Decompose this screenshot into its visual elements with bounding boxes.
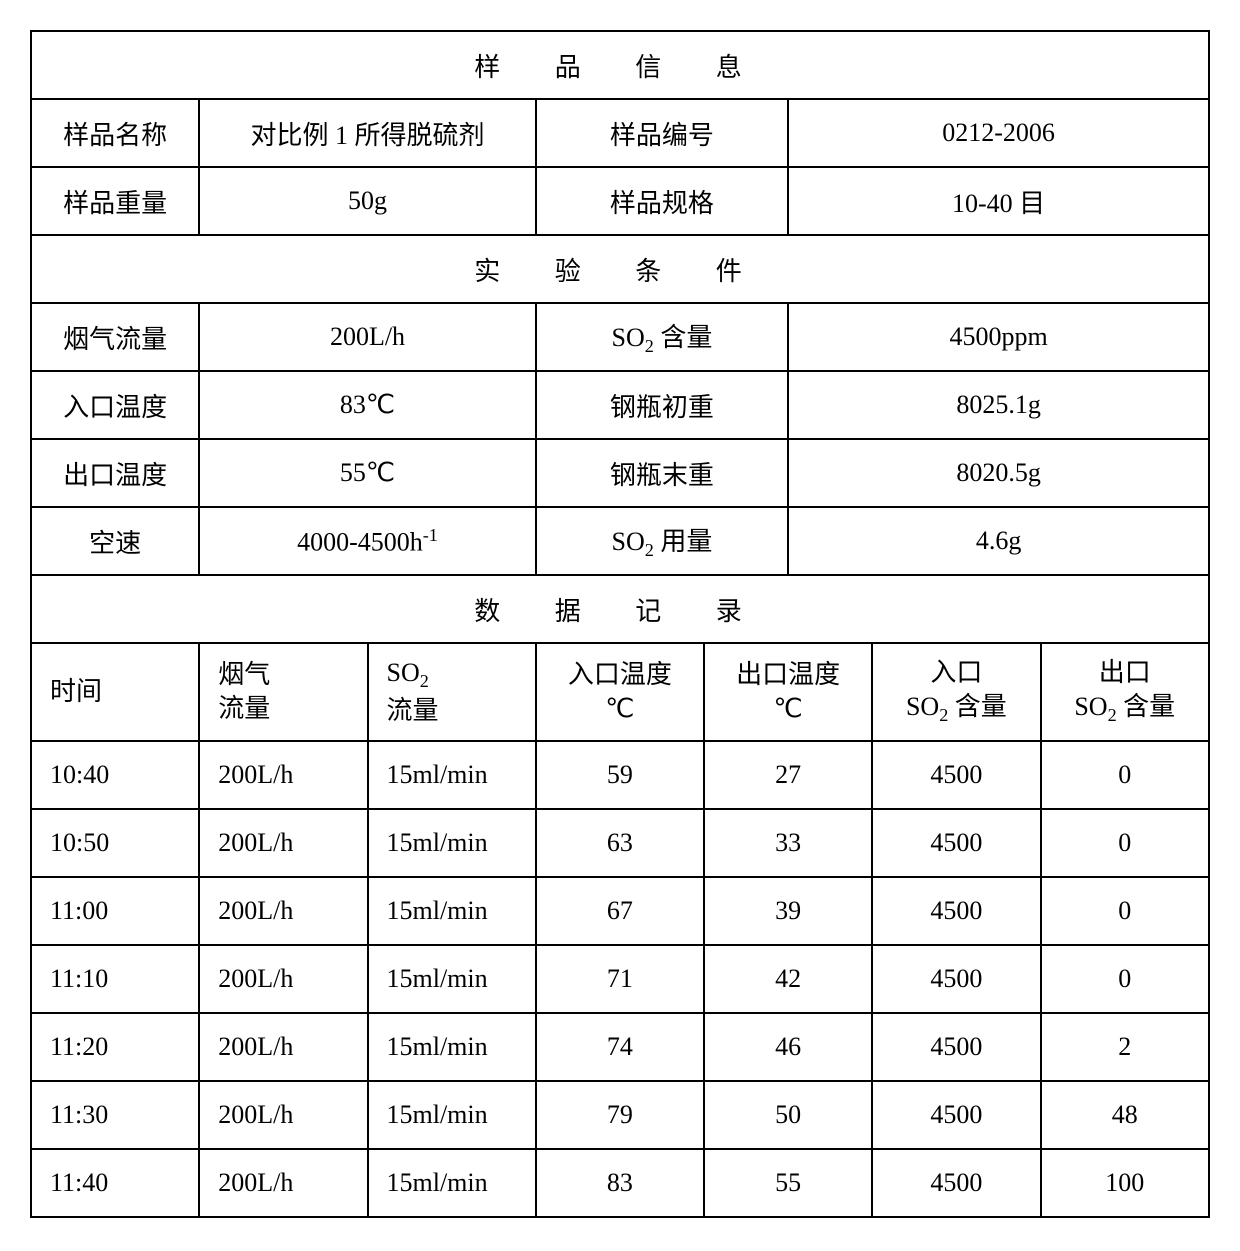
cell-so2-flow: 15ml/min [368, 877, 536, 945]
cell-gas-flow: 200L/h [199, 1081, 367, 1149]
cell-gas-flow: 200L/h [199, 1149, 367, 1217]
label-inlet-temp: 入口温度 [31, 371, 199, 439]
label-space-vel: 空速 [31, 507, 199, 575]
value-gas-flow: 200L/h [199, 303, 536, 371]
label-so2-usage: SO2 用量 [536, 507, 788, 575]
cell-outlet-temp: 27 [704, 741, 872, 809]
cell-so2-flow: 15ml/min [368, 809, 536, 877]
cell-outlet-so2: 0 [1041, 741, 1210, 809]
cell-outlet-so2: 2 [1041, 1013, 1210, 1081]
section-data-record: 数 据 记 录 [31, 575, 1209, 643]
cell-outlet-temp: 42 [704, 945, 872, 1013]
value-so2-content: 4500ppm [788, 303, 1209, 371]
section-sample-info: 样 品 信 息 [31, 31, 1209, 99]
cell-time: 11:30 [31, 1081, 199, 1149]
col-so2-flow: SO2流量 [368, 643, 536, 741]
cell-gas-flow: 200L/h [199, 877, 367, 945]
cell-so2-flow: 15ml/min [368, 741, 536, 809]
cell-inlet-so2: 4500 [872, 877, 1040, 945]
label-sample-spec: 样品规格 [536, 167, 788, 235]
cell-inlet-temp: 63 [536, 809, 704, 877]
cell-inlet-temp: 59 [536, 741, 704, 809]
col-inlet-temp: 入口温度℃ [536, 643, 704, 741]
value-sample-number: 0212-2006 [788, 99, 1209, 167]
col-time: 时间 [31, 643, 199, 741]
cell-inlet-temp: 74 [536, 1013, 704, 1081]
value-sample-spec: 10-40 目 [788, 167, 1209, 235]
col-outlet-so2: 出口SO2 含量 [1041, 643, 1210, 741]
label-cyl-init: 钢瓶初重 [536, 371, 788, 439]
cell-outlet-so2: 100 [1041, 1149, 1210, 1217]
cell-inlet-so2: 4500 [872, 809, 1040, 877]
cell-time: 10:50 [31, 809, 199, 877]
value-so2-usage: 4.6g [788, 507, 1209, 575]
value-sample-name: 对比例 1 所得脱硫剂 [199, 99, 536, 167]
label-sample-number: 样品编号 [536, 99, 788, 167]
value-cyl-final: 8020.5g [788, 439, 1209, 507]
cell-outlet-so2: 0 [1041, 877, 1210, 945]
value-sample-weight: 50g [199, 167, 536, 235]
col-gas-flow: 烟气流量 [199, 643, 367, 741]
label-gas-flow: 烟气流量 [31, 303, 199, 371]
cell-inlet-temp: 79 [536, 1081, 704, 1149]
cell-outlet-temp: 55 [704, 1149, 872, 1217]
cell-inlet-so2: 4500 [872, 1149, 1040, 1217]
cell-outlet-so2: 0 [1041, 809, 1210, 877]
cell-inlet-so2: 4500 [872, 945, 1040, 1013]
cell-inlet-temp: 71 [536, 945, 704, 1013]
value-inlet-temp: 83℃ [199, 371, 536, 439]
cell-outlet-so2: 48 [1041, 1081, 1210, 1149]
cell-inlet-temp: 67 [536, 877, 704, 945]
cell-inlet-so2: 4500 [872, 1013, 1040, 1081]
cell-outlet-temp: 33 [704, 809, 872, 877]
cell-outlet-temp: 46 [704, 1013, 872, 1081]
cell-gas-flow: 200L/h [199, 741, 367, 809]
cell-inlet-so2: 4500 [872, 741, 1040, 809]
label-cyl-final: 钢瓶末重 [536, 439, 788, 507]
cell-time: 11:20 [31, 1013, 199, 1081]
label-sample-name: 样品名称 [31, 99, 199, 167]
cell-outlet-so2: 0 [1041, 945, 1210, 1013]
cell-time: 10:40 [31, 741, 199, 809]
cell-inlet-so2: 4500 [872, 1081, 1040, 1149]
cell-so2-flow: 15ml/min [368, 1081, 536, 1149]
cell-inlet-temp: 83 [536, 1149, 704, 1217]
section-exp-cond: 实 验 条 件 [31, 235, 1209, 303]
label-outlet-temp: 出口温度 [31, 439, 199, 507]
experiment-table: 样 品 信 息样品名称对比例 1 所得脱硫剂样品编号0212-2006样品重量5… [30, 30, 1210, 1218]
value-cyl-init: 8025.1g [788, 371, 1209, 439]
label-sample-weight: 样品重量 [31, 167, 199, 235]
cell-time: 11:00 [31, 877, 199, 945]
cell-gas-flow: 200L/h [199, 809, 367, 877]
cell-time: 11:10 [31, 945, 199, 1013]
cell-outlet-temp: 39 [704, 877, 872, 945]
value-space-vel: 4000-4500h-1 [199, 507, 536, 575]
cell-so2-flow: 15ml/min [368, 1013, 536, 1081]
value-outlet-temp: 55℃ [199, 439, 536, 507]
label-so2-content: SO2 含量 [536, 303, 788, 371]
col-outlet-temp: 出口温度℃ [704, 643, 872, 741]
cell-time: 11:40 [31, 1149, 199, 1217]
cell-so2-flow: 15ml/min [368, 1149, 536, 1217]
cell-outlet-temp: 50 [704, 1081, 872, 1149]
col-inlet-so2: 入口SO2 含量 [872, 643, 1040, 741]
cell-gas-flow: 200L/h [199, 1013, 367, 1081]
cell-so2-flow: 15ml/min [368, 945, 536, 1013]
cell-gas-flow: 200L/h [199, 945, 367, 1013]
